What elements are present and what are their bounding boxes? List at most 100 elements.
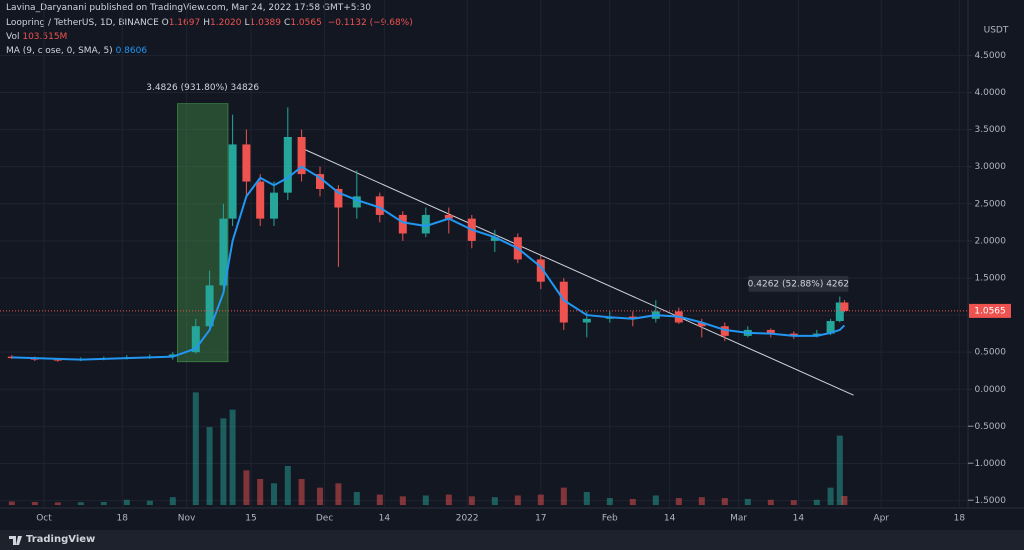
volume-bar <box>298 479 305 505</box>
measure-label: 0.4262 (52.88%) 4262 <box>748 279 849 289</box>
candle-body <box>789 333 798 336</box>
volume-bar <box>813 499 820 505</box>
candle-body <box>720 326 729 336</box>
x-tick-label: 15 <box>245 514 256 524</box>
volume-bar <box>836 435 843 505</box>
volume-bar <box>399 496 406 505</box>
footer-bar: TradingView <box>0 530 1024 550</box>
candle-body <box>375 196 384 215</box>
y-tick-label: −1.0000 <box>967 459 1006 469</box>
candle-body <box>205 285 214 327</box>
range-label: 3.4826 (931.80%) 34826 <box>146 83 259 93</box>
x-tick-label: Oct <box>36 514 52 524</box>
volume-bar <box>220 418 227 505</box>
volume-bar <box>629 498 636 505</box>
candle-body <box>835 302 844 322</box>
trendline <box>301 147 854 396</box>
candle-body <box>398 214 407 234</box>
candle-body <box>283 137 292 193</box>
y-tick-label: 3.5000 <box>975 125 1007 135</box>
candle-body <box>421 214 430 234</box>
x-tick-label: 18 <box>116 514 128 524</box>
x-tick-label: 17 <box>535 514 546 524</box>
ohlc-value: 1.0565 <box>290 18 322 28</box>
candle-body <box>490 237 499 241</box>
y-tick-label: 1.5000 <box>975 273 1007 283</box>
logo <box>9 536 22 545</box>
ma-row: MA (9, close, 0, SMA, 5) 0.8606 <box>6 46 147 56</box>
change: −0.1132 (−9.68%) <box>327 18 413 28</box>
candle-body <box>766 329 775 334</box>
y-tick-label: 3.0000 <box>975 162 1007 172</box>
vol-row: Vol 103.515M <box>6 32 67 42</box>
volume-bar <box>537 494 544 505</box>
candle-body <box>256 181 265 219</box>
candle-body <box>168 354 177 357</box>
volume-bar <box>652 495 659 505</box>
volume-bar <box>54 502 61 505</box>
ohlc-key: C <box>284 18 291 28</box>
volume-bar <box>744 498 751 505</box>
x-tick-label: Mar <box>730 514 747 524</box>
y-tick-label: 0.0000 <box>975 385 1007 395</box>
last-price-bg <box>969 303 1011 318</box>
volume-bar <box>100 501 107 505</box>
volume-bar <box>445 494 452 505</box>
volume-bar <box>257 479 264 505</box>
candle-body <box>270 192 278 219</box>
candle-body <box>7 356 16 359</box>
symbol: Loopring / TetherUS, 1D, BINANCE <box>6 18 159 28</box>
vol-value: 103.515M <box>22 32 68 42</box>
candle-body <box>191 326 200 353</box>
ma-line <box>11 165 846 361</box>
volume-bar <box>583 492 590 505</box>
candle-body <box>536 259 545 282</box>
volume-bar <box>31 501 38 505</box>
ohlc-key: H <box>203 18 210 28</box>
currency: USDT <box>984 26 1009 36</box>
volume-bar <box>514 495 521 505</box>
x-tick-label: 14 <box>793 514 805 524</box>
y-tick-label: 4.5000 <box>975 51 1007 61</box>
y-tick-label: 0.5000 <box>975 348 1007 358</box>
candle-body <box>559 281 568 323</box>
ohlc-value: 1.0389 <box>249 18 282 28</box>
y-tick-label: 2.5000 <box>975 199 1007 209</box>
volume-bar <box>790 500 797 505</box>
volume-bar <box>8 501 15 505</box>
x-tick-label: Dec <box>316 514 333 524</box>
volume-bar <box>335 483 342 505</box>
ohlc-key: L <box>244 18 250 28</box>
volume-bar <box>77 502 84 505</box>
candle-body <box>219 218 228 286</box>
footer-brand: TradingView <box>26 534 96 545</box>
vol-label: Vol <box>6 32 20 42</box>
candle-body <box>316 174 324 189</box>
volume-bar <box>560 487 567 505</box>
x-tick-label: 14 <box>379 514 391 524</box>
y-tick-label: −0.5000 <box>967 422 1006 432</box>
volume-bar <box>169 497 176 505</box>
volume-bar <box>721 498 728 505</box>
volume-bar <box>206 427 213 505</box>
volume-bar <box>675 498 682 505</box>
candle-body <box>242 144 251 182</box>
volume-bar <box>606 498 613 505</box>
ohlc-value: 1.1697 <box>168 18 201 28</box>
x-tick-label: 18 <box>954 514 966 524</box>
volume-bar <box>422 495 429 505</box>
volume-bar <box>271 483 277 505</box>
y-tick-label: 4.0000 <box>975 88 1007 98</box>
x-tick-label: 14 <box>664 514 676 524</box>
volume-bar <box>698 497 705 505</box>
candle-body <box>352 196 361 208</box>
volume-bar <box>284 466 291 505</box>
volume-bar <box>353 492 360 505</box>
candle-body <box>582 318 591 323</box>
candle-body <box>334 188 343 208</box>
candle-body <box>697 322 706 327</box>
candle-body <box>628 316 637 319</box>
x-tick-label: Feb <box>602 514 618 524</box>
candle-body <box>297 137 306 175</box>
